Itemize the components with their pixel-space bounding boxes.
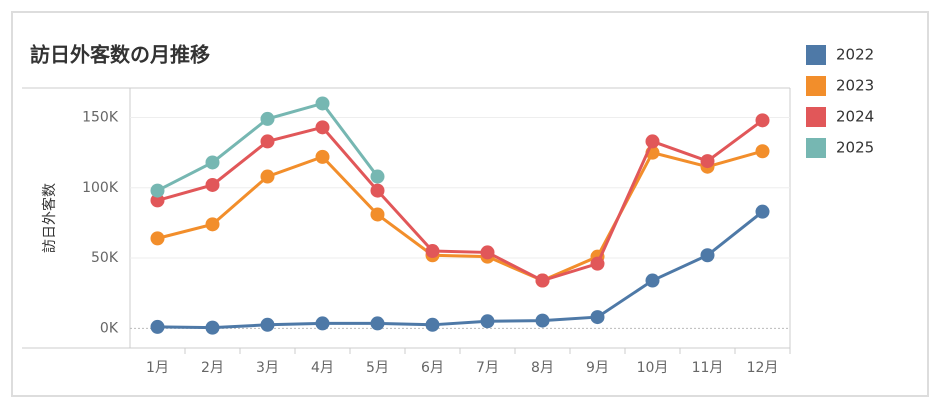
x-tick-label: 7月 (476, 360, 499, 376)
data-point (260, 317, 275, 332)
y-tick-label: 100K (82, 180, 119, 196)
data-point (645, 134, 660, 149)
x-tick-label: 8月 (531, 360, 554, 376)
data-point (260, 111, 275, 126)
legend-swatch (806, 45, 826, 65)
data-point (150, 231, 165, 246)
data-point (425, 244, 440, 259)
data-point (425, 317, 440, 332)
y-axis-title: 訪日外客数 (41, 183, 58, 253)
data-point (700, 154, 715, 169)
data-point (150, 319, 165, 334)
legend-swatch (806, 107, 826, 127)
data-point (755, 113, 770, 128)
data-point (370, 207, 385, 222)
frame (11, 11, 929, 397)
data-point (315, 316, 330, 331)
data-point (480, 314, 495, 329)
data-point (535, 313, 550, 328)
x-tick-label: 5月 (366, 360, 389, 376)
series-line (157, 119, 764, 283)
data-point (315, 96, 330, 111)
x-tick-label: 4月 (311, 360, 334, 376)
y-tick-label: 150K (82, 110, 119, 126)
data-point (590, 310, 605, 325)
data-point (205, 155, 220, 170)
data-point (260, 134, 275, 149)
data-point (370, 169, 385, 184)
series-line (157, 149, 763, 283)
data-point (315, 120, 330, 135)
x-tick-label: 12月 (747, 360, 779, 376)
data-point (590, 256, 605, 271)
legend-label: 2024 (836, 108, 874, 126)
data-point (150, 193, 165, 208)
data-point (700, 248, 715, 263)
data-point (205, 320, 220, 335)
data-point (315, 149, 330, 164)
data-point (370, 316, 385, 331)
data-point (645, 273, 660, 288)
x-tick-label: 3月 (256, 360, 279, 376)
data-point (755, 144, 770, 159)
x-tick-label: 11月 (692, 360, 724, 376)
data-point (150, 183, 165, 198)
x-tick-label: 6月 (421, 360, 444, 376)
data-point (480, 245, 495, 260)
y-tick-label: 50K (91, 250, 119, 266)
legend-swatch (806, 138, 826, 158)
x-tick-label: 2月 (201, 360, 224, 376)
data-point (370, 183, 385, 198)
legend-label: 2022 (836, 46, 874, 64)
x-tick-label: 10月 (637, 360, 669, 376)
x-tick-label: 9月 (586, 360, 609, 376)
legend-swatch (806, 76, 826, 96)
data-point (205, 177, 220, 192)
y-tick-label: 0K (100, 320, 119, 336)
data-point (260, 169, 275, 184)
chart-title: 訪日外客数の月推移 (30, 43, 210, 67)
series-line (157, 210, 764, 330)
legend-label: 2023 (836, 77, 874, 95)
legend-label: 2025 (836, 139, 874, 157)
data-point (205, 217, 220, 232)
data-point (535, 273, 550, 288)
x-tick-label: 1月 (146, 360, 169, 376)
data-point (755, 204, 770, 219)
